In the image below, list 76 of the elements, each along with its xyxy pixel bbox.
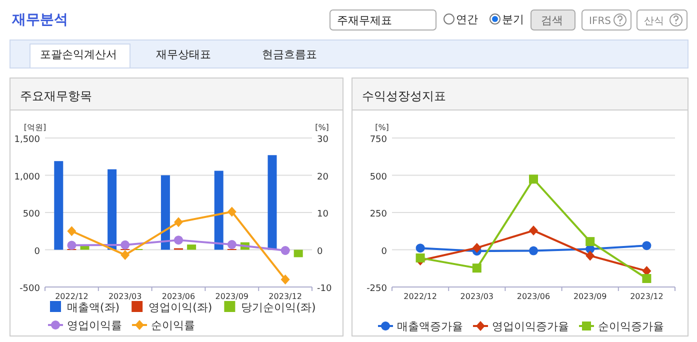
x-tick-label: 2023/12	[268, 292, 302, 301]
x-tick-label: 2023/03	[108, 292, 142, 301]
y-tick-label: 1,500	[14, 135, 40, 145]
chart-title: 수익성장성지표	[362, 89, 446, 103]
point	[416, 244, 425, 253]
y-tick-label: 0	[381, 246, 388, 257]
y2-tick-label: 20	[317, 172, 329, 182]
legend-label: 매출액(좌)	[67, 301, 120, 314]
bar	[108, 169, 117, 250]
bar	[160, 175, 170, 250]
point	[529, 226, 538, 236]
bar	[214, 170, 224, 250]
y-tick-label: 500	[22, 210, 40, 220]
y2-tick-label: -10	[317, 284, 332, 294]
x-tick-label: 2023/06	[162, 292, 196, 301]
x-tick-label: 2023/06	[516, 292, 550, 301]
point	[416, 253, 425, 262]
x-tick-label: 2023/09	[573, 292, 607, 301]
point	[67, 240, 76, 250]
y-tick-label: 750	[370, 135, 388, 145]
x-tick-label: 2022/12	[55, 292, 88, 301]
legend-label: 순이익증가율	[598, 320, 664, 333]
point	[120, 250, 130, 260]
point	[529, 246, 538, 256]
legend-label: 매출액증가율	[397, 320, 463, 333]
point	[280, 246, 290, 255]
x-tick-label: 2022/12	[404, 292, 437, 301]
text: 연간	[456, 13, 478, 26]
bar	[294, 250, 303, 258]
text: 검색	[541, 14, 563, 27]
text: IFRS	[589, 16, 611, 27]
x-tick-label: 2023/09	[215, 292, 249, 301]
text: 재무분석	[11, 12, 68, 28]
point	[472, 242, 482, 253]
y-tick-label: 1,000	[14, 172, 40, 182]
point	[472, 264, 482, 273]
y2-tick-label: 10	[317, 210, 329, 220]
point	[227, 206, 236, 217]
legend-label: 영업이익(좌)	[148, 301, 212, 314]
y2-axis-title: [%]	[315, 123, 329, 132]
legend-label: 영업이익률	[67, 319, 122, 332]
point	[586, 237, 595, 246]
text: 재무상태표	[156, 48, 211, 61]
text: 현금흐름표	[262, 48, 317, 61]
y-axis-title: [%]	[375, 123, 389, 132]
chart-title: 주요재무항목	[20, 89, 92, 103]
point	[120, 240, 130, 250]
text: 포괄손익계산서	[40, 48, 117, 61]
text: 주재무제표	[337, 14, 392, 27]
y2-tick-label: 30	[317, 135, 329, 145]
point	[174, 236, 183, 245]
y2-tick-label: 0	[317, 246, 323, 257]
legend-label: 당기순이익(좌)	[241, 301, 316, 314]
text: 분기	[502, 13, 524, 26]
point	[586, 250, 595, 261]
x-tick-label: 2023/12	[630, 292, 664, 301]
y-tick-label: 250	[370, 210, 388, 220]
point	[174, 217, 183, 228]
y-tick-label: 0	[34, 246, 40, 257]
point	[642, 274, 652, 284]
y-tick-label: -500	[20, 284, 40, 294]
point	[67, 226, 76, 236]
y-axis-title: [억원]	[24, 123, 46, 132]
bar	[268, 155, 277, 250]
point	[529, 174, 538, 184]
bar	[187, 244, 196, 250]
legend-label: 순이익률	[151, 319, 195, 332]
y-tick-label: -250	[366, 284, 388, 294]
y-tick-label: 500	[370, 172, 388, 182]
point	[280, 274, 290, 285]
x-tick-label: 2023/03	[460, 292, 494, 301]
bar	[54, 161, 64, 250]
point	[642, 241, 652, 250]
point	[227, 240, 236, 250]
legend-label: 영업이익증가율	[492, 320, 569, 333]
text: 산식	[644, 16, 664, 27]
